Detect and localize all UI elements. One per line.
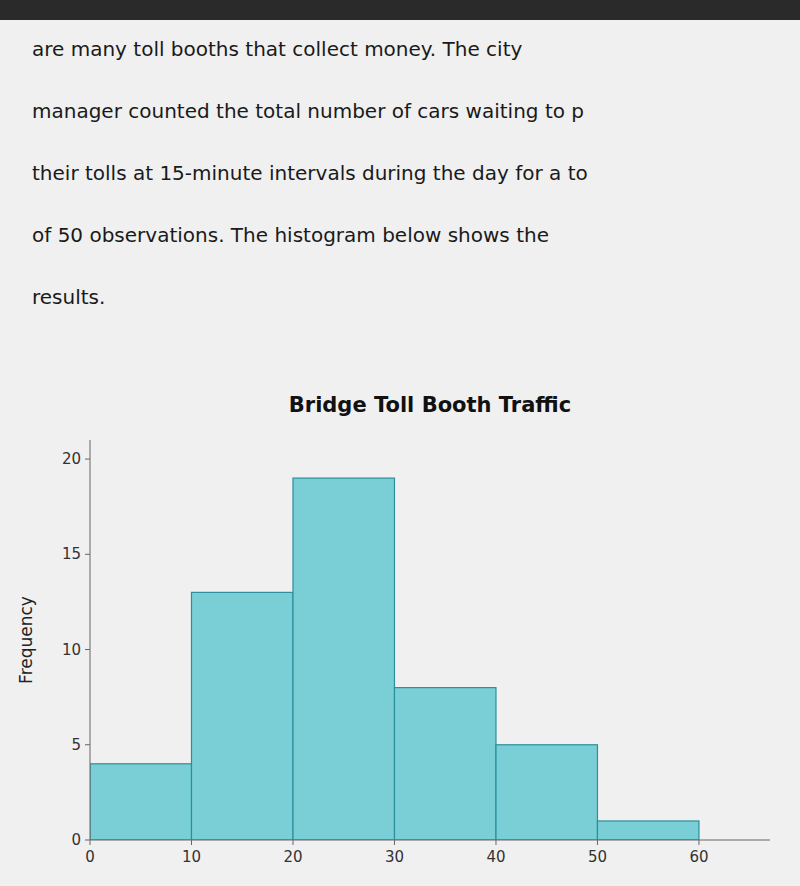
bars [90, 478, 699, 840]
text-line: manager counted the total number of cars… [32, 99, 584, 123]
y-tick-label: 0 [71, 831, 81, 849]
bar [597, 821, 698, 840]
text-line: results. [32, 285, 105, 309]
x-tick [698, 840, 699, 845]
y-tick-label: 20 [62, 450, 81, 468]
y-tick [85, 459, 90, 460]
y-tick [85, 554, 90, 555]
x-tick-label: 50 [588, 848, 607, 866]
y-axis-label: Frequency [16, 596, 36, 684]
x-tick-label: 0 [85, 848, 95, 866]
text-line: of 50 observations. The histogram below … [32, 223, 549, 247]
y-axis-line [90, 440, 91, 840]
x-tick-label: 60 [689, 848, 708, 866]
x-tick-label: 40 [486, 848, 505, 866]
x-axis-line [90, 840, 770, 841]
bar [496, 745, 597, 840]
top-bar [0, 0, 800, 20]
bar [394, 688, 495, 840]
y-tick [85, 649, 90, 650]
x-tick [191, 840, 192, 845]
y-tick-label: 10 [62, 641, 81, 659]
y-tick [85, 744, 90, 745]
bar [191, 592, 292, 840]
x-tick-label: 30 [385, 848, 404, 866]
bar [90, 764, 191, 840]
x-tick-label: 20 [283, 848, 302, 866]
x-tick [292, 840, 293, 845]
x-tick [90, 840, 91, 845]
text-line: are many toll booths that collect money.… [32, 37, 522, 61]
y-tick-label: 5 [71, 736, 81, 754]
y-tick [85, 840, 90, 841]
x-tick [394, 840, 395, 845]
bar [293, 478, 394, 840]
text-line: their tolls at 15-minute intervals durin… [32, 161, 588, 185]
chart-svg: are many toll booths that collect money.… [0, 0, 800, 886]
title: Bridge Toll Booth Traffic [289, 393, 571, 417]
y-tick-label: 15 [62, 545, 81, 563]
x-tick [495, 840, 496, 845]
background [0, 0, 800, 886]
x-tick-label: 10 [182, 848, 201, 866]
x-tick [597, 840, 598, 845]
